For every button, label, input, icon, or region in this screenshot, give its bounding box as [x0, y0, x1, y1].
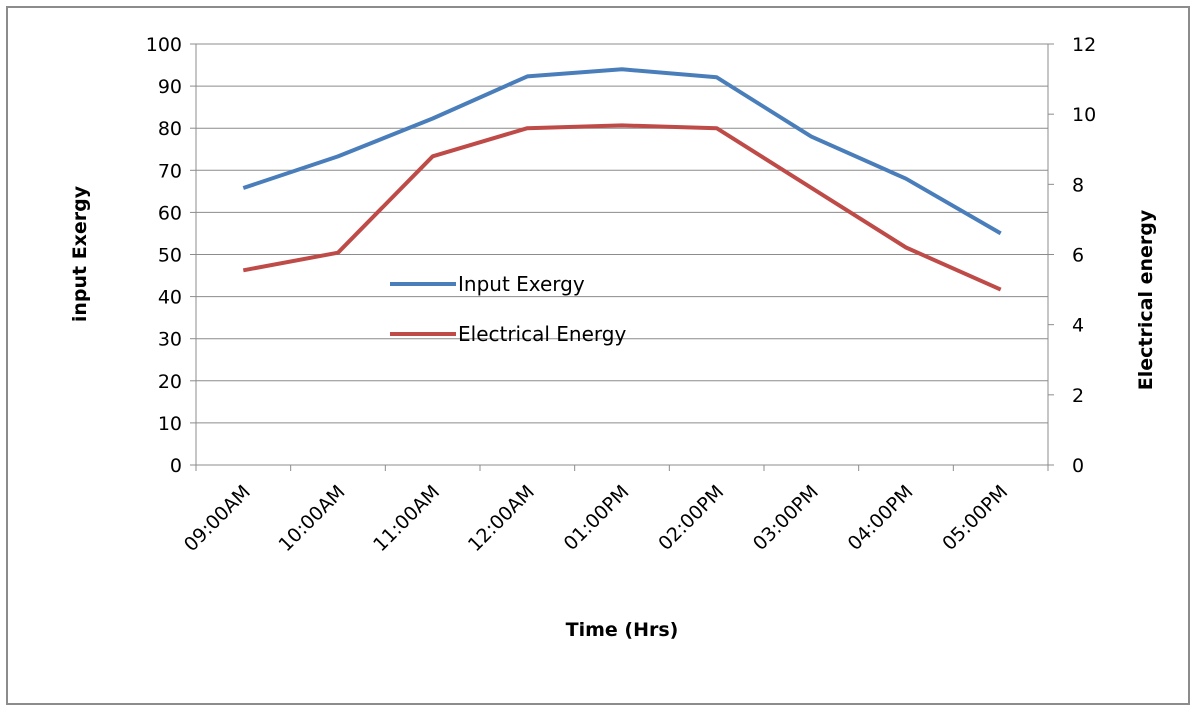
y2-tick-label: 2	[1072, 385, 1084, 407]
y2-axis-title: Electrical energy	[1135, 209, 1157, 390]
y-tick-label: 20	[158, 371, 182, 393]
y-tick-label: 70	[158, 160, 182, 182]
legend: Input Exergy Electrical Energy	[390, 272, 626, 346]
y-tick-label: 100	[146, 34, 182, 56]
y-tick-label: 40	[158, 287, 182, 309]
x-tick-label: 05:00PM	[938, 481, 1012, 555]
y2-tick-label: 0	[1072, 455, 1084, 477]
x-tick-label: 01:00PM	[560, 481, 634, 555]
y2-tick-label: 4	[1072, 315, 1084, 337]
x-tick-label: 03:00PM	[749, 481, 823, 555]
series-lines	[242, 67, 1002, 292]
chart-frame	[6, 6, 1190, 705]
series-line-electrical-energy	[242, 123, 1002, 292]
y2-tick-label: 6	[1072, 245, 1084, 267]
x-axis-title: Time (Hrs)	[566, 619, 679, 641]
gridlines	[196, 43, 1048, 424]
series-line-input-exergy	[242, 67, 1002, 236]
y-tick-label: 80	[158, 118, 182, 140]
y2-tick-label: 12	[1072, 34, 1096, 56]
y-tick-label: 0	[170, 455, 182, 477]
x-tick-label: 11:00AM	[369, 481, 444, 556]
x-tick-label: 09:00AM	[180, 481, 255, 556]
y-tick-label: 50	[158, 245, 182, 267]
x-tick-label: 12:00AM	[464, 481, 539, 556]
x-tick-label: 04:00PM	[844, 481, 918, 555]
y-tick-label: 90	[158, 76, 182, 98]
tick-labels: 0 10 20 30 40 50 60 70 80 90 100 0 2 4 6 8 10 12 09:00AM 10…	[146, 34, 1096, 556]
x-tick-label: 02:00PM	[654, 481, 728, 555]
y-axis-title: input Exergy	[69, 185, 91, 322]
y2-tick-label: 8	[1072, 174, 1084, 196]
y-tick-label: 60	[158, 202, 182, 224]
x-tick-label: 10:00AM	[274, 481, 349, 556]
y2-tick-label: 10	[1072, 104, 1096, 126]
legend-label-input-exergy: Input Exergy	[458, 272, 585, 296]
y-tick-label: 10	[158, 413, 182, 435]
legend-label-electrical-energy: Electrical Energy	[458, 322, 626, 346]
y-tick-label: 30	[158, 329, 182, 351]
axes	[190, 43, 1054, 471]
